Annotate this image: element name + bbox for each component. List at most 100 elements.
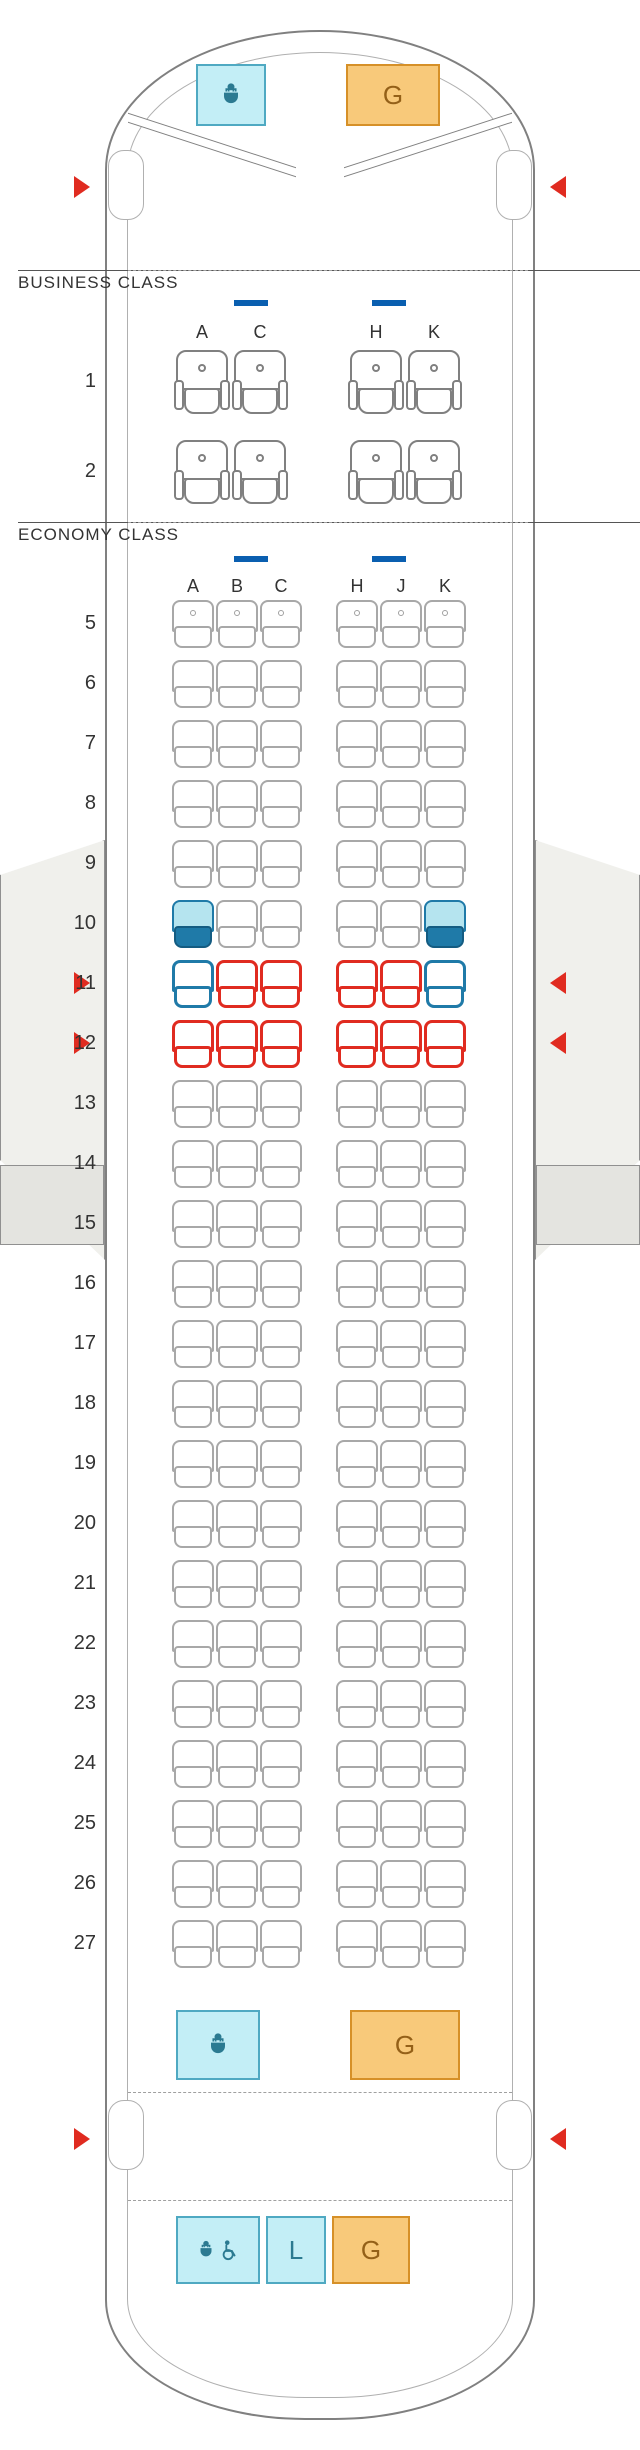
economy-seat[interactable] (336, 1680, 378, 1728)
economy-seat[interactable] (216, 1320, 258, 1368)
economy-seat[interactable] (380, 1920, 422, 1968)
economy-seat[interactable] (424, 960, 466, 1008)
economy-seat[interactable] (424, 720, 466, 768)
economy-seat[interactable] (216, 780, 258, 828)
economy-seat[interactable] (216, 840, 258, 888)
business-seat[interactable] (234, 440, 286, 504)
economy-seat[interactable] (380, 1560, 422, 1608)
economy-seat[interactable] (216, 1740, 258, 1788)
economy-seat[interactable] (216, 1260, 258, 1308)
economy-seat[interactable] (216, 1380, 258, 1428)
economy-seat[interactable] (380, 1620, 422, 1668)
business-seat[interactable] (350, 440, 402, 504)
economy-seat[interactable] (172, 1740, 214, 1788)
economy-seat[interactable] (380, 1860, 422, 1908)
economy-seat[interactable] (172, 1560, 214, 1608)
economy-seat[interactable] (216, 1020, 258, 1068)
economy-seat[interactable] (172, 1140, 214, 1188)
economy-seat[interactable] (172, 720, 214, 768)
economy-seat[interactable] (336, 780, 378, 828)
economy-seat[interactable] (336, 1020, 378, 1068)
economy-seat[interactable] (380, 1740, 422, 1788)
economy-seat[interactable] (172, 600, 214, 648)
economy-seat[interactable] (380, 1680, 422, 1728)
economy-seat[interactable] (424, 840, 466, 888)
economy-seat[interactable] (260, 900, 302, 948)
business-seat[interactable] (350, 350, 402, 414)
economy-seat[interactable] (260, 720, 302, 768)
economy-seat[interactable] (336, 1620, 378, 1668)
economy-seat[interactable] (424, 600, 466, 648)
economy-seat[interactable] (260, 660, 302, 708)
economy-seat[interactable] (216, 1620, 258, 1668)
economy-seat[interactable] (336, 1140, 378, 1188)
economy-seat[interactable] (336, 720, 378, 768)
economy-seat[interactable] (336, 1560, 378, 1608)
economy-seat[interactable] (336, 660, 378, 708)
economy-seat[interactable] (260, 1320, 302, 1368)
economy-seat[interactable] (380, 900, 422, 948)
economy-seat[interactable] (260, 840, 302, 888)
economy-seat[interactable] (336, 840, 378, 888)
economy-seat[interactable] (380, 1140, 422, 1188)
economy-seat[interactable] (260, 1620, 302, 1668)
economy-seat[interactable] (172, 1620, 214, 1668)
economy-seat[interactable] (260, 1740, 302, 1788)
economy-seat[interactable] (380, 1500, 422, 1548)
economy-seat[interactable] (424, 1320, 466, 1368)
economy-seat[interactable] (380, 1080, 422, 1128)
economy-seat[interactable] (216, 1500, 258, 1548)
economy-seat[interactable] (336, 600, 378, 648)
economy-seat[interactable] (172, 1920, 214, 1968)
economy-seat[interactable] (216, 960, 258, 1008)
economy-seat[interactable] (424, 1260, 466, 1308)
economy-seat[interactable] (260, 1800, 302, 1848)
business-seat[interactable] (234, 350, 286, 414)
economy-seat[interactable] (424, 1500, 466, 1548)
economy-seat[interactable] (172, 1020, 214, 1068)
economy-seat[interactable] (336, 1500, 378, 1548)
economy-seat[interactable] (172, 1680, 214, 1728)
economy-seat[interactable] (172, 1860, 214, 1908)
economy-seat[interactable] (260, 1920, 302, 1968)
economy-seat[interactable] (424, 780, 466, 828)
economy-seat[interactable] (216, 720, 258, 768)
economy-seat[interactable] (260, 1080, 302, 1128)
economy-seat[interactable] (336, 1200, 378, 1248)
economy-seat[interactable] (216, 1560, 258, 1608)
economy-seat[interactable] (380, 1260, 422, 1308)
economy-seat[interactable] (336, 960, 378, 1008)
economy-seat[interactable] (424, 1860, 466, 1908)
economy-seat[interactable] (172, 1800, 214, 1848)
business-seat[interactable] (408, 350, 460, 414)
economy-seat[interactable] (424, 900, 466, 948)
economy-seat[interactable] (172, 1500, 214, 1548)
economy-seat[interactable] (424, 1020, 466, 1068)
economy-seat[interactable] (380, 780, 422, 828)
economy-seat[interactable] (260, 1260, 302, 1308)
economy-seat[interactable] (380, 1200, 422, 1248)
economy-seat[interactable] (172, 780, 214, 828)
economy-seat[interactable] (424, 1440, 466, 1488)
economy-seat[interactable] (172, 840, 214, 888)
economy-seat[interactable] (172, 1080, 214, 1128)
economy-seat[interactable] (172, 900, 214, 948)
economy-seat[interactable] (336, 1440, 378, 1488)
economy-seat[interactable] (216, 1920, 258, 1968)
economy-seat[interactable] (216, 900, 258, 948)
economy-seat[interactable] (172, 1200, 214, 1248)
business-seat[interactable] (176, 350, 228, 414)
economy-seat[interactable] (216, 1080, 258, 1128)
economy-seat[interactable] (336, 1260, 378, 1308)
economy-seat[interactable] (424, 1560, 466, 1608)
economy-seat[interactable] (424, 1740, 466, 1788)
economy-seat[interactable] (424, 1920, 466, 1968)
economy-seat[interactable] (260, 1860, 302, 1908)
economy-seat[interactable] (380, 1440, 422, 1488)
economy-seat[interactable] (380, 660, 422, 708)
economy-seat[interactable] (424, 1140, 466, 1188)
economy-seat[interactable] (336, 1800, 378, 1848)
economy-seat[interactable] (172, 1440, 214, 1488)
economy-seat[interactable] (216, 660, 258, 708)
economy-seat[interactable] (380, 1020, 422, 1068)
